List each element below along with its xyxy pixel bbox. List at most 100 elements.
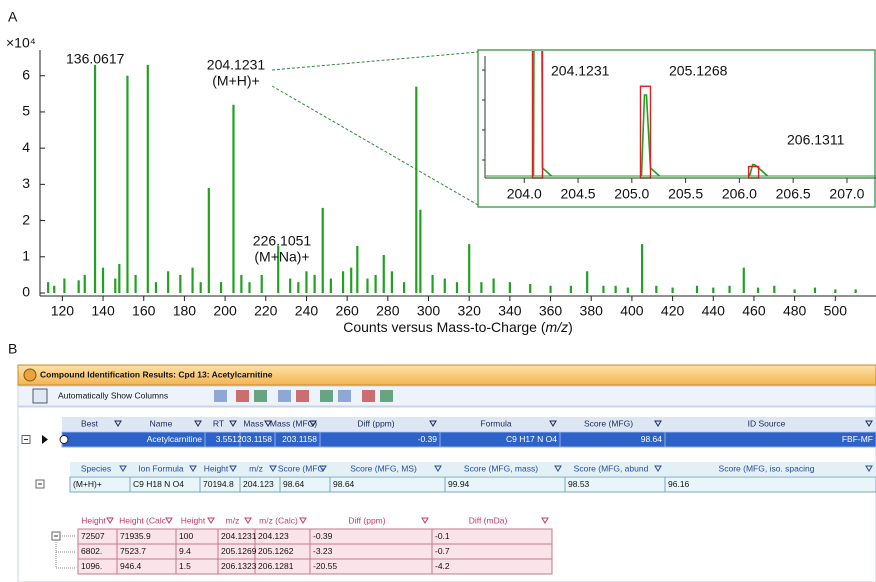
toolbar-button[interactable] <box>236 390 249 402</box>
filter-button[interactable] <box>654 465 662 472</box>
toolbar-button[interactable] <box>32 388 48 404</box>
cell: -0.39 <box>418 434 438 444</box>
window-title: Compound Identification Results: Cpd 13:… <box>40 369 273 379</box>
filter-button[interactable] <box>299 517 307 524</box>
filter-button[interactable] <box>189 465 197 472</box>
cell: 6802. <box>81 546 102 556</box>
inset-annotation: 204.1231 <box>551 63 610 79</box>
filter-button[interactable] <box>106 517 114 524</box>
cell: 946.4 <box>120 561 142 571</box>
filter-button[interactable] <box>554 465 562 472</box>
y-unit: ×10⁴ <box>6 35 36 51</box>
annotation: 204.1231 <box>207 57 266 73</box>
connector <box>271 85 479 206</box>
column-header[interactable]: m/z <box>249 463 263 473</box>
column-header[interactable]: Mass (MFG) <box>270 418 317 428</box>
filter-button[interactable] <box>654 420 662 427</box>
filter-button[interactable] <box>429 420 437 427</box>
inset-annotation: 206.1311 <box>787 132 845 148</box>
cell: 70194.8 <box>203 479 234 489</box>
column-header[interactable]: Score (MFG, iso. spacing <box>719 463 815 473</box>
column-header[interactable]: Score (MFG, mass) <box>464 463 538 473</box>
toolbar-button[interactable] <box>338 390 351 402</box>
column-header[interactable]: Height <box>204 463 229 473</box>
column-header[interactable]: Score (MFG, MS) <box>350 463 417 473</box>
x-tick-label: 260 <box>335 303 359 319</box>
column-header[interactable]: m/z (Calc) <box>259 515 298 525</box>
column-header[interactable]: Diff (mDa) <box>469 515 508 525</box>
x-tick-label: 320 <box>458 303 482 319</box>
column-header[interactable]: Score (MFG <box>278 463 324 473</box>
toolbar-button[interactable] <box>380 390 393 402</box>
column-header[interactable]: m/z <box>226 515 240 525</box>
filter-button[interactable] <box>114 420 122 427</box>
toolbar-button[interactable] <box>296 390 309 402</box>
x-tick-label: 460 <box>742 303 766 319</box>
filter-button[interactable] <box>264 420 272 427</box>
column-header[interactable]: Height <box>81 515 106 525</box>
filter-button[interactable] <box>541 517 549 524</box>
x-axis-label-part: m/z <box>546 319 569 335</box>
filter-button[interactable] <box>229 465 237 472</box>
y-tick-label: 1 <box>22 247 30 263</box>
toolbar-button[interactable] <box>278 390 291 402</box>
toolbar-button[interactable] <box>214 390 227 402</box>
column-header[interactable]: Mass <box>243 418 263 428</box>
filter-button[interactable] <box>244 517 252 524</box>
filter-button[interactable] <box>549 420 557 427</box>
filter-button[interactable] <box>229 420 237 427</box>
filter-button[interactable] <box>194 420 202 427</box>
column-header[interactable]: RT <box>213 418 224 428</box>
x-tick-label: 440 <box>702 303 726 319</box>
filter-button[interactable] <box>421 517 429 524</box>
column-header[interactable]: Best <box>81 418 99 428</box>
inset-x-tick-label: 205.5 <box>668 186 703 202</box>
column-header[interactable]: Formula <box>480 418 511 428</box>
cell: 98.64 <box>283 479 305 489</box>
panel-label: A <box>8 9 18 25</box>
filter-button[interactable] <box>207 517 215 524</box>
column-header[interactable]: Name <box>150 418 173 428</box>
filter-button[interactable] <box>319 465 327 472</box>
toolbar-button[interactable] <box>320 390 333 402</box>
inset-peak <box>532 51 553 177</box>
cell: -20.55 <box>313 561 337 571</box>
column-header[interactable]: Score (MFG, abund <box>574 463 649 473</box>
panel-label: B <box>8 341 17 357</box>
filter-button[interactable] <box>269 465 277 472</box>
data-row[interactable] <box>69 476 876 493</box>
inset-x-tick-label: 205.0 <box>614 186 649 202</box>
column-header[interactable]: ID Source <box>748 418 786 428</box>
inset-x-tick-label: 204.5 <box>561 186 596 202</box>
filter-button[interactable] <box>865 420 873 427</box>
toolbar-button[interactable] <box>254 390 267 402</box>
column-header[interactable]: Species <box>81 463 111 473</box>
column-header[interactable]: Diff (ppm) <box>348 515 385 525</box>
toolbar-label[interactable]: Automatically Show Columns <box>58 390 168 400</box>
cell: 1096. <box>81 561 102 571</box>
cell: 204.123 <box>258 531 289 541</box>
column-header[interactable]: Height (Calc <box>119 515 167 525</box>
cell: 203.1158 <box>282 434 317 444</box>
x-axis-label: Counts versus Mass-to-Charge (m/z) <box>343 319 573 335</box>
y-tick-label: 5 <box>22 103 30 119</box>
filter-button[interactable] <box>309 420 317 427</box>
best-radio[interactable] <box>59 435 69 444</box>
cell: C9 H18 N O4 <box>133 479 184 489</box>
cell: 71935.9 <box>120 531 151 541</box>
filter-button[interactable] <box>434 465 442 472</box>
inset-peak <box>748 163 769 177</box>
filter-button[interactable] <box>119 465 127 472</box>
column-header[interactable]: Diff (ppm) <box>357 418 394 428</box>
x-tick-label: 340 <box>498 303 522 319</box>
filter-button[interactable] <box>865 465 873 472</box>
column-header[interactable]: Height <box>181 515 206 525</box>
column-header[interactable]: Score (MFG) <box>584 418 633 428</box>
x-tick-label: 160 <box>132 303 156 319</box>
cell: 204.1231 <box>221 531 257 541</box>
toolbar-button[interactable] <box>362 390 375 402</box>
title-bar <box>17 364 876 386</box>
filter-button[interactable] <box>165 517 173 524</box>
cell: 206.1323 <box>221 561 257 571</box>
column-header[interactable]: Ion Formula <box>138 463 184 473</box>
